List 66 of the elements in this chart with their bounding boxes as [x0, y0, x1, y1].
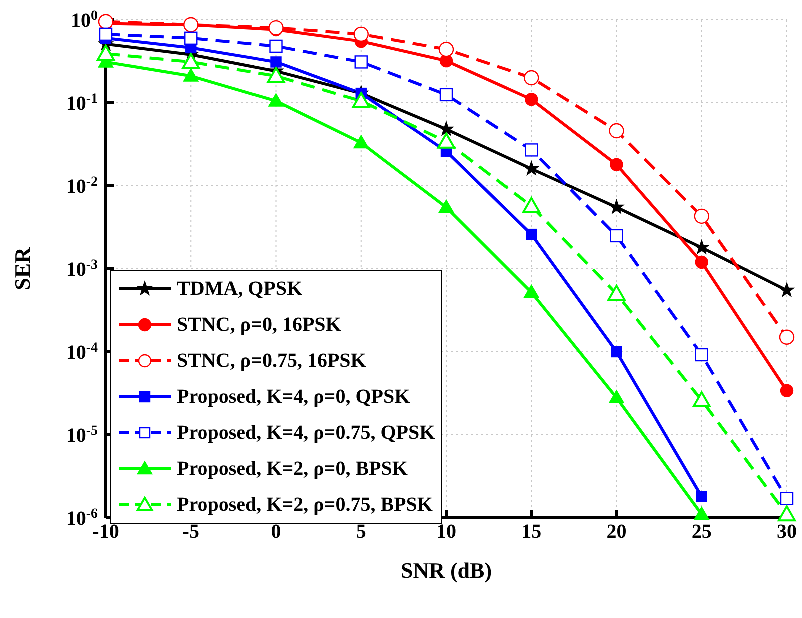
x-tick-label: 30: [777, 521, 797, 543]
point: [97, 44, 115, 61]
point: [354, 56, 368, 69]
point: [695, 348, 708, 362]
y-tick-label: 10$^{0}$: [71, 8, 98, 32]
y-tick-label: 10$^{-4}$: [66, 340, 98, 364]
point: [526, 228, 538, 240]
x-tick-label: 5: [356, 521, 366, 543]
point: [267, 67, 286, 84]
x-tick-label: 10: [436, 521, 456, 543]
point: [270, 56, 282, 68]
point: [780, 384, 794, 398]
point: [694, 240, 710, 254]
point: [780, 492, 794, 506]
point: [352, 92, 370, 108]
point: [182, 53, 200, 70]
y-axis-title: SER: [10, 246, 35, 290]
y-tick-label: 10$^{-3}$: [66, 258, 98, 281]
point: [440, 54, 454, 68]
legend-label: Proposed, K=2, ρ=0, BPSK: [177, 458, 408, 480]
y-tick-label: 10$^{-2}$: [66, 174, 98, 198]
point: [439, 122, 454, 136]
legend-label: STNC, ρ=0, 16PSK: [177, 314, 342, 336]
x-tick-label: 20: [606, 521, 627, 543]
point: [611, 346, 622, 358]
point: [694, 506, 710, 520]
legend-label: Proposed, K=4, ρ=0, QPSK: [177, 386, 410, 408]
x-tick-label: 0: [271, 521, 282, 543]
point: [354, 135, 369, 149]
legend-label: TDMA, QPSK: [177, 278, 303, 300]
x-tick-label: -5: [182, 521, 200, 543]
x-tick-label: 15: [522, 521, 542, 543]
legend-label: Proposed, K=2, ρ=0.75, BPSK: [177, 494, 433, 516]
legend-label: Proposed, K=4, ρ=0.75, QPSK: [177, 422, 436, 444]
point: [270, 40, 283, 54]
point: [780, 283, 794, 297]
point: [522, 197, 541, 214]
point: [99, 28, 113, 42]
point: [524, 284, 540, 298]
point: [610, 158, 624, 172]
legend-label: STNC, ρ=0.75, 16PSK: [177, 350, 366, 372]
point: [696, 491, 708, 502]
point: [184, 68, 199, 82]
point: [354, 26, 369, 42]
point: [525, 92, 538, 106]
point: [778, 506, 796, 522]
point: [524, 162, 539, 176]
point: [609, 123, 624, 139]
point: [608, 284, 626, 301]
y-tick-label: 10$^{-1}$: [66, 92, 98, 115]
point: [610, 229, 624, 243]
point: [438, 132, 456, 149]
point: [695, 256, 708, 270]
point: [268, 94, 284, 107]
y-tick-label: 10$^{-5}$: [66, 424, 98, 447]
point: [524, 70, 540, 86]
x-axis-title: SNR (dB): [400, 558, 492, 583]
point: [609, 390, 624, 404]
point: [184, 32, 198, 46]
point: [610, 200, 624, 214]
point: [438, 200, 454, 214]
x-tick-label: 25: [692, 521, 712, 543]
point: [692, 392, 711, 408]
point: [525, 144, 538, 157]
point: [440, 88, 454, 102]
point: [268, 20, 284, 36]
